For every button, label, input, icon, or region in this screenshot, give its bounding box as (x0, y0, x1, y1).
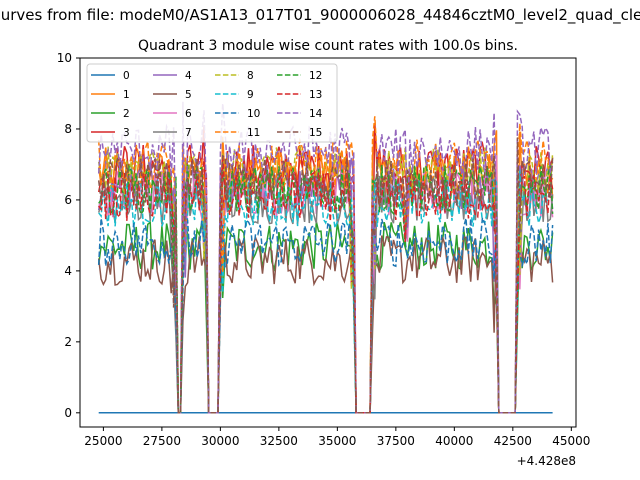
x-tick-label: 32500 (260, 434, 298, 448)
legend-label-3: 3 (123, 127, 130, 139)
x-tick-label: 45000 (552, 434, 590, 448)
legend-label-12: 12 (309, 70, 322, 82)
y-tick-label: 8 (64, 122, 72, 136)
legend-label-11: 11 (247, 127, 260, 139)
axes-frame (79, 57, 577, 428)
legend-label-5: 5 (185, 89, 192, 101)
legend-label-4: 4 (185, 70, 192, 82)
legend-label-9: 9 (247, 89, 254, 101)
x-offset-label: +4.428e8 (517, 454, 576, 468)
x-tick-label: 30000 (201, 434, 239, 448)
legend-label-15: 15 (309, 127, 322, 139)
ticks-layer: 25000 27500 30000 32500 35000 37500 40000 42500… (57, 51, 591, 448)
series-line-5 (97, 232, 554, 414)
x-tick-label: 25000 (84, 434, 122, 448)
chart-title: Quadrant 3 module wise count rates with … (138, 38, 518, 54)
x-tick-label: 42500 (494, 434, 532, 448)
legend-label-2: 2 (123, 108, 130, 120)
y-tick-label: 10 (57, 51, 72, 65)
legend-label-10: 10 (247, 108, 260, 120)
y-tick-label: 0 (64, 406, 72, 420)
legend-label-0: 0 (123, 70, 130, 82)
y-tick-label: 2 (64, 335, 72, 349)
x-tick-label: 40000 (435, 434, 473, 448)
legend-label-6: 6 (185, 108, 192, 120)
figure-suptitle: Light curves from file: modeM0/AS1A13_01… (0, 6, 640, 25)
series-line-15 (97, 137, 554, 414)
legend-label-1: 1 (123, 89, 130, 101)
x-tick-label: 37500 (377, 434, 415, 448)
series-line-13 (98, 155, 554, 414)
series-line-14 (97, 101, 554, 414)
y-tick-label: 4 (64, 264, 72, 278)
legend-box (86, 63, 338, 143)
x-tick-label: 27500 (143, 434, 181, 448)
series-line-10 (97, 214, 554, 414)
legend-label-13: 13 (309, 89, 322, 101)
x-tick-label: 35000 (318, 434, 356, 448)
series-line-2 (97, 220, 554, 414)
legend-label-8: 8 (247, 70, 254, 82)
legend-label-7: 7 (185, 127, 192, 139)
legend-label-14: 14 (309, 108, 323, 120)
series-layer (97, 101, 554, 414)
y-tick-label: 6 (64, 193, 72, 207)
